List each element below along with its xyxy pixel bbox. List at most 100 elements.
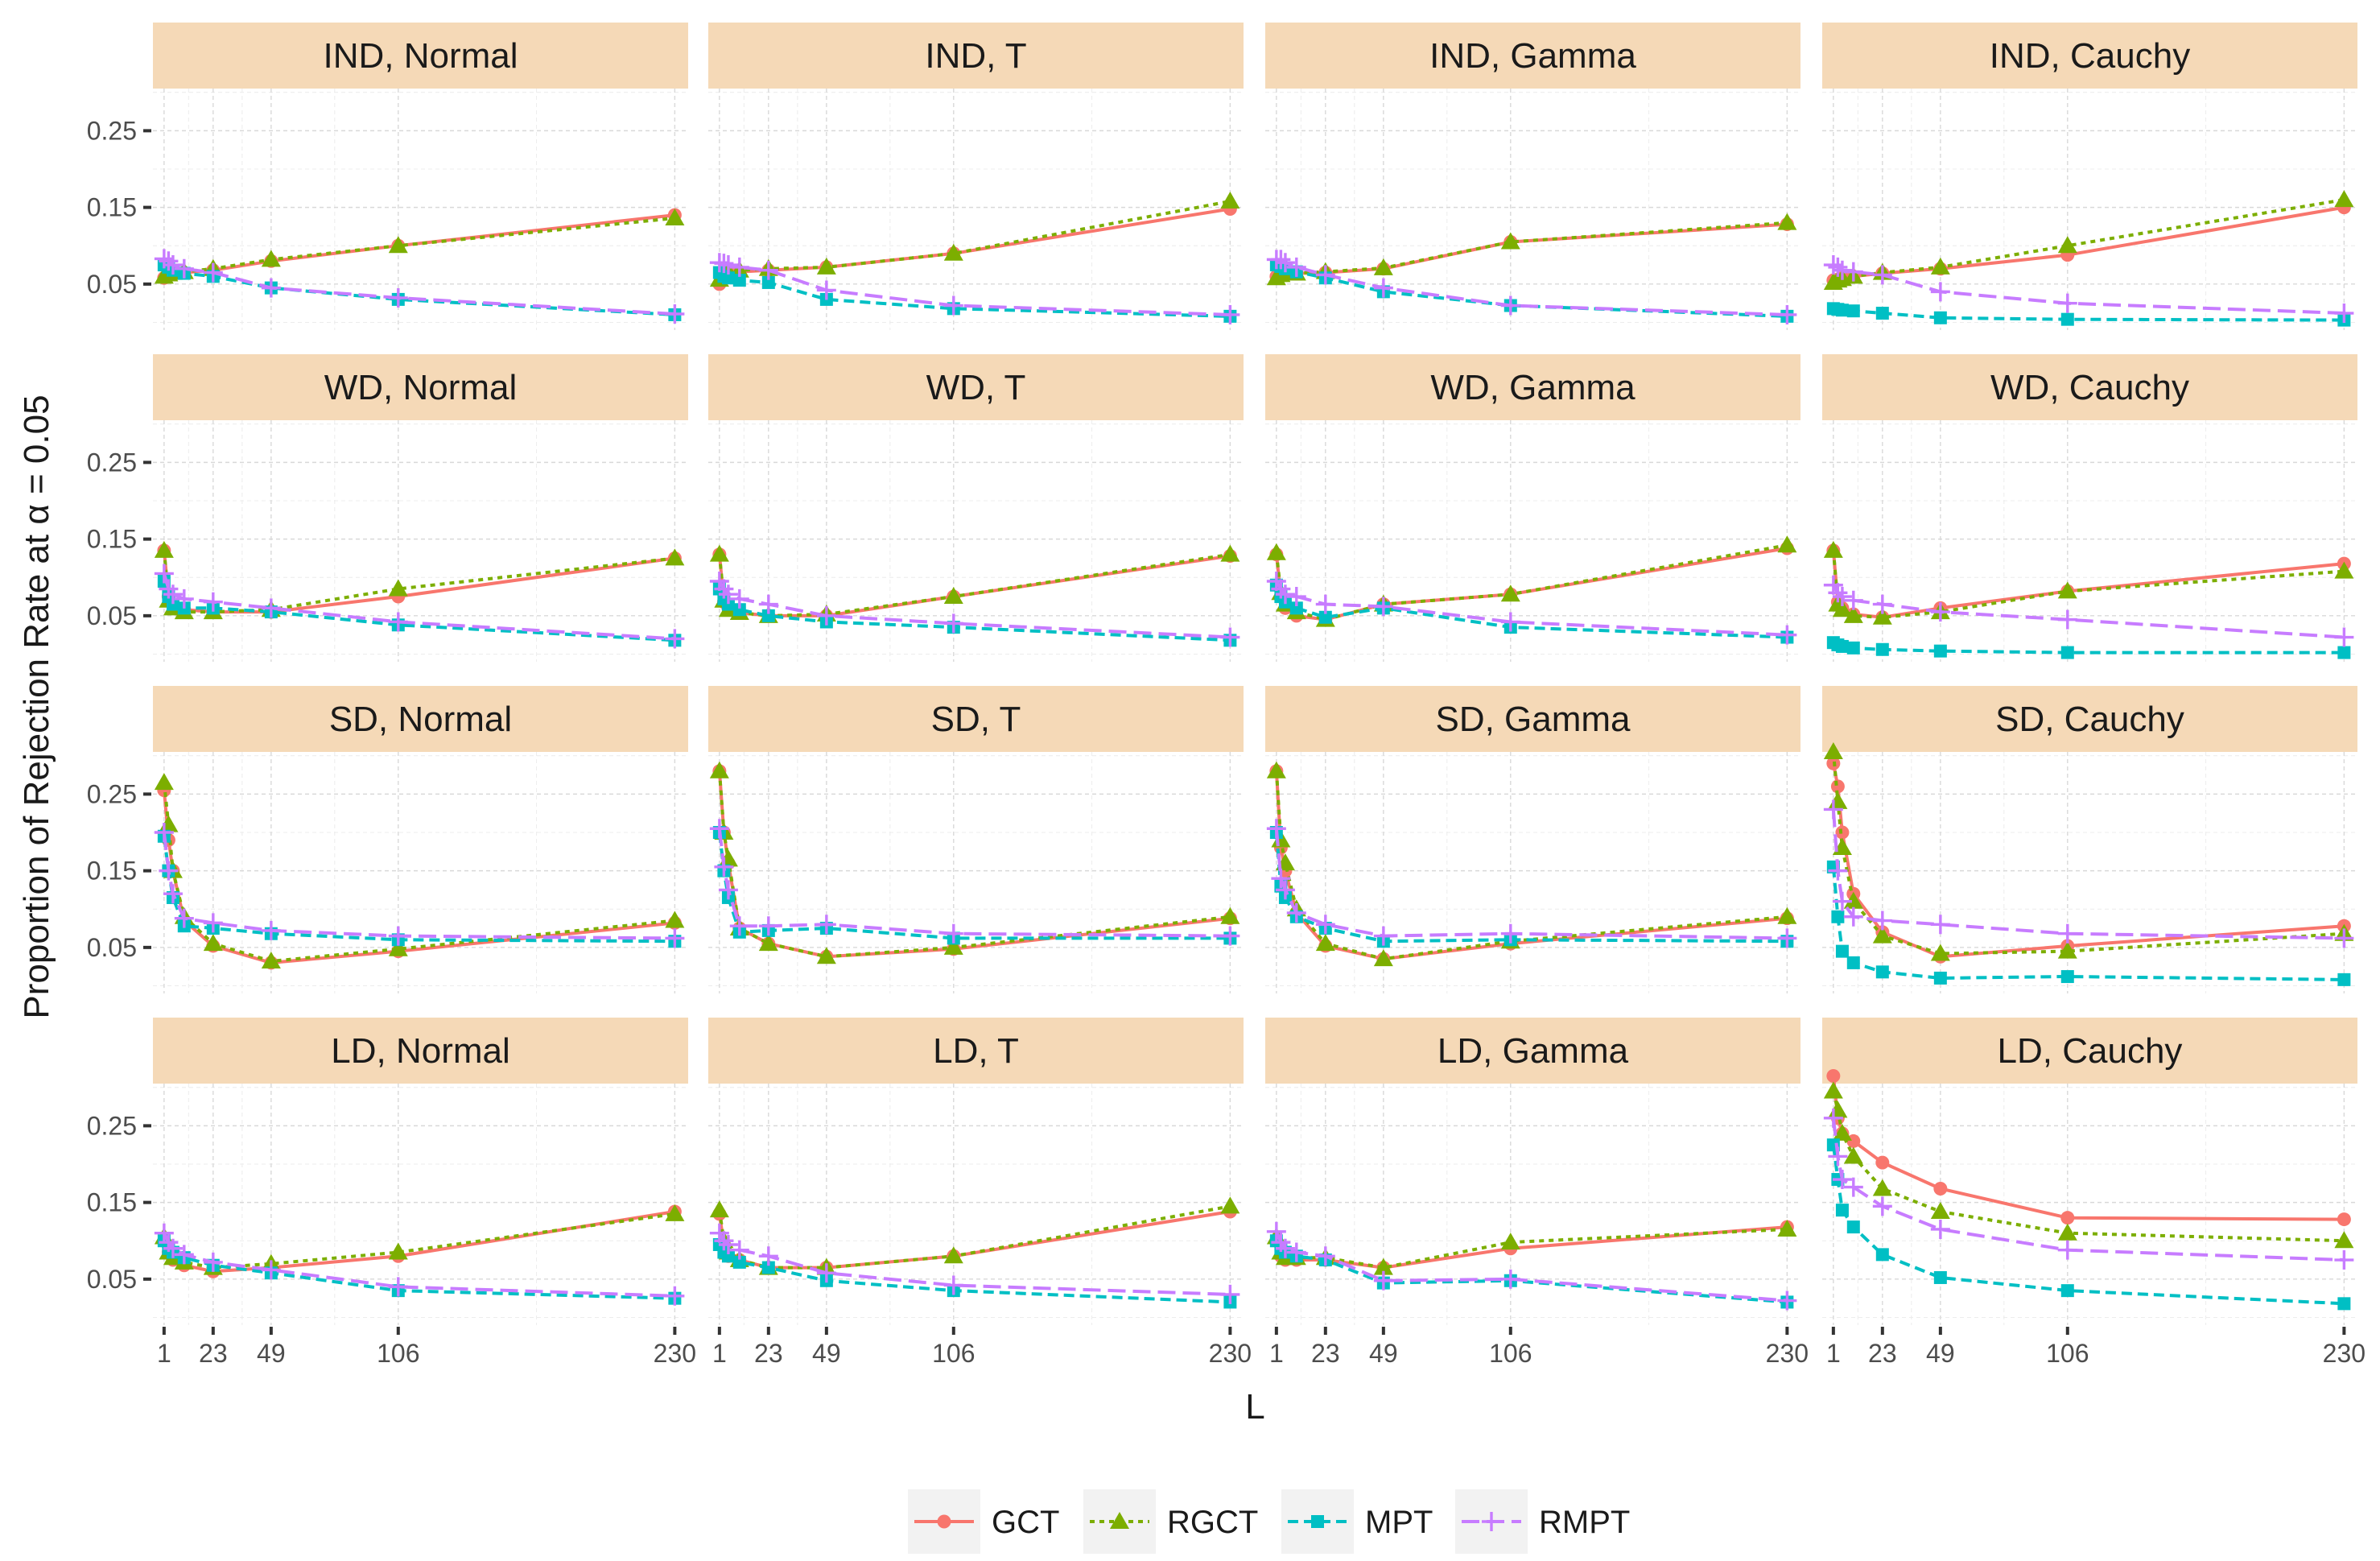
data-point — [943, 295, 963, 316]
y-tick-label: 0.05 — [87, 1265, 137, 1294]
series-rmpt — [1823, 1108, 2354, 1270]
data-point — [1266, 1221, 1286, 1241]
data-point — [1930, 257, 1950, 275]
series-rmpt — [1823, 575, 2354, 647]
data-point — [1828, 861, 1848, 881]
data-point — [761, 275, 775, 289]
data-point — [665, 629, 685, 649]
data-point — [943, 1246, 963, 1264]
facet-title: SD, Gamma — [1435, 700, 1631, 739]
data-point — [1875, 307, 1889, 320]
data-point — [1220, 1284, 1240, 1304]
series-mpt — [1826, 860, 2351, 986]
data-point — [174, 1245, 194, 1265]
data-point — [1933, 644, 1947, 658]
facet-title: LD, Cauchy — [1998, 1031, 2183, 1071]
data-point — [2057, 581, 2077, 599]
data-point — [2057, 1223, 2077, 1241]
data-point — [943, 937, 963, 955]
data-point — [665, 1204, 685, 1221]
series-line — [717, 832, 1231, 940]
plot-area — [1265, 752, 1800, 993]
facet-strip — [708, 354, 1244, 420]
data-point — [1872, 594, 1892, 614]
data-point — [1266, 761, 1286, 778]
data-point — [1500, 584, 1520, 602]
data-point — [718, 584, 738, 605]
data-point — [1823, 540, 1843, 558]
data-point — [2337, 1297, 2351, 1311]
data-point — [943, 587, 963, 605]
data-point — [1875, 642, 1889, 656]
facet-title: SD, Cauchy — [1995, 700, 2184, 739]
data-point — [2334, 561, 2354, 579]
data-point — [709, 1200, 729, 1218]
facet-panel: IND, Gamma — [1265, 23, 1800, 330]
data-point — [758, 934, 778, 952]
data-point — [1843, 891, 1863, 909]
data-point — [154, 1223, 174, 1243]
data-point — [1286, 587, 1306, 607]
data-point — [1872, 1179, 1892, 1196]
data-point — [1318, 610, 1332, 624]
series-rmpt — [1266, 572, 1797, 645]
facet-title: WD, Normal — [324, 368, 518, 407]
data-point — [1373, 1270, 1393, 1291]
data-point — [1271, 830, 1291, 848]
facet-title: IND, T — [925, 36, 1026, 76]
data-point — [203, 1252, 223, 1272]
data-point — [1846, 1220, 1860, 1234]
x-tick-label: 49 — [812, 1339, 841, 1368]
data-point — [761, 609, 775, 622]
data-point — [388, 1242, 408, 1260]
data-point — [261, 598, 281, 618]
data-point — [758, 594, 778, 614]
series-rmpt — [1823, 799, 2354, 948]
data-point — [714, 254, 734, 274]
plot-area — [708, 752, 1244, 993]
x-tick-label: 23 — [754, 1339, 783, 1368]
data-point — [2057, 236, 2077, 254]
data-point — [732, 603, 746, 617]
data-point — [388, 288, 408, 308]
facet-panel: WD, Cauchy — [1822, 354, 2357, 662]
data-point — [1220, 627, 1240, 647]
data-point — [1930, 944, 1950, 961]
data-point — [709, 819, 729, 839]
data-point — [2334, 1231, 2354, 1249]
data-point — [1777, 213, 1797, 230]
facet-strip — [1822, 686, 2357, 752]
series-line — [717, 552, 1231, 617]
data-point — [729, 916, 749, 936]
data-point — [1930, 282, 1950, 302]
data-point — [261, 952, 281, 968]
data-point — [1275, 1238, 1295, 1258]
legend-label: RMPT — [1539, 1505, 1630, 1540]
data-point — [174, 908, 194, 928]
facet-title: IND, Gamma — [1429, 36, 1636, 76]
x-axis-ticks: 1 23 49 106 230 1 23 49 106 230 1 23 49 106 230 1 23 49 10… — [157, 1327, 2366, 1368]
data-point — [1777, 928, 1797, 948]
x-tick-label: 106 — [377, 1339, 419, 1368]
data-point — [758, 916, 778, 936]
data-point — [1930, 915, 1950, 935]
facet-title: SD, Normal — [329, 700, 512, 739]
data-point — [2057, 941, 2077, 959]
data-point — [1823, 1108, 1843, 1128]
series-line — [1275, 584, 1788, 639]
data-point — [709, 761, 729, 778]
facet-strip — [1265, 23, 1800, 89]
facet-panel: LD, Normal — [153, 1018, 688, 1325]
data-point — [665, 304, 685, 324]
plot-area — [153, 89, 688, 330]
x-tick-label: 49 — [1369, 1339, 1398, 1368]
data-point — [714, 857, 734, 877]
legend: GCT RGCT MPT RMPT — [908, 1489, 1630, 1554]
data-point — [816, 605, 836, 626]
series-line — [717, 770, 1231, 959]
y-tick-label: 0.15 — [87, 1188, 137, 1217]
y-tick-label: 0.25 — [87, 1111, 137, 1140]
data-point — [816, 915, 836, 935]
data-point — [1286, 257, 1306, 277]
series-line — [1274, 770, 1788, 961]
